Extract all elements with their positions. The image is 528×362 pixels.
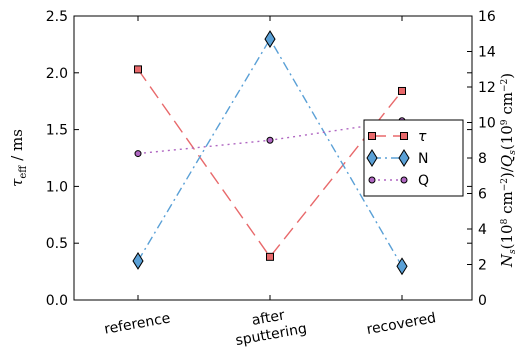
left-axis-ticks: 0.0 0.5 1.0 1.5 2.0 2.5	[46, 9, 472, 309]
right-tick-label: 8	[478, 151, 487, 167]
x-tick-label: reference	[103, 310, 172, 337]
right-tick-label: 6	[478, 187, 487, 203]
left-axis-label: τeff / ms	[8, 129, 29, 187]
series-layer	[132, 30, 408, 276]
right-tick-label: 12	[478, 80, 496, 96]
legend-items: τNQ	[366, 129, 429, 189]
data-point-diamond	[264, 30, 276, 49]
right-axis-label: Ns(108 cm−2)/Qs(109 cm−2)	[498, 73, 518, 268]
legend-marker	[400, 176, 408, 184]
right-tick-label: 2	[478, 258, 487, 274]
right-axis-ticks: 0 2 4 6 8 10 12 14 16	[467, 9, 496, 309]
x-tick-label-line: recovered	[365, 310, 437, 338]
left-tick-label: 2.5	[46, 9, 68, 25]
legend-marker	[398, 149, 410, 167]
legend-label: τ	[418, 129, 427, 145]
right-tick-label: 4	[478, 222, 487, 238]
legend-marker	[400, 132, 408, 140]
legend-marker	[368, 132, 376, 140]
data-point-circle	[134, 150, 142, 158]
legend-marker	[368, 176, 376, 184]
data-point-square	[266, 252, 274, 261]
legend-marker	[366, 149, 378, 167]
data-point-diamond	[396, 257, 408, 276]
left-tick-label: 0.0	[46, 293, 68, 309]
x-tick-label-line: after	[251, 307, 287, 329]
data-point-circle	[266, 136, 274, 144]
x-tick-label: recovered	[365, 310, 437, 338]
legend-label: N	[418, 151, 428, 167]
legend: τNQ	[363, 119, 464, 197]
left-tick-label: 2.0	[46, 66, 68, 82]
right-tick-label: 14	[478, 45, 496, 61]
right-tick-label: 0	[478, 293, 487, 309]
data-point-square	[398, 86, 406, 95]
series-line-square	[137, 68, 403, 258]
legend-label: Q	[418, 173, 429, 189]
x-tick-label-line: reference	[103, 310, 172, 337]
data-point-square	[134, 65, 142, 74]
data-point-diamond	[132, 252, 144, 270]
right-tick-label: 16	[478, 9, 496, 25]
right-tick-label: 10	[478, 116, 496, 132]
left-tick-label: 1.5	[46, 123, 68, 139]
left-tick-label: 0.5	[46, 236, 68, 252]
left-tick-label: 1.0	[46, 179, 68, 195]
